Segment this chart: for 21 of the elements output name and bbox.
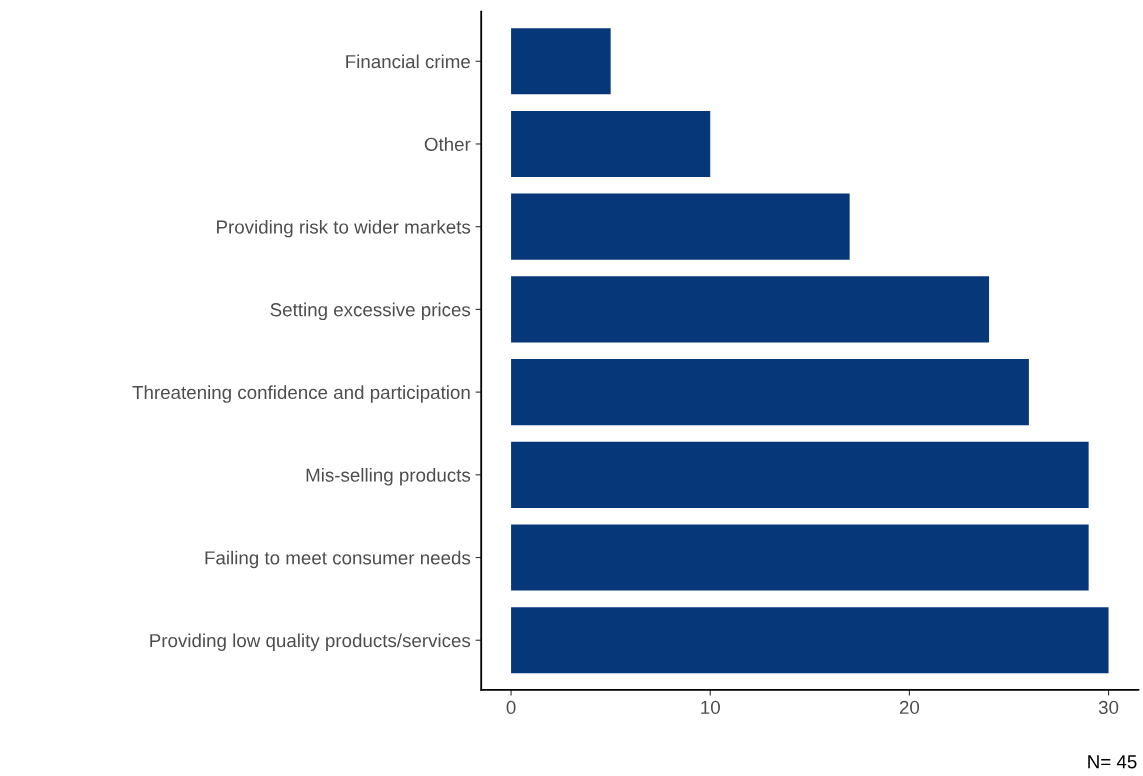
bar [511, 110, 711, 178]
x-tick-label: 10 [701, 700, 720, 715]
bar [511, 28, 611, 95]
text: N= 45 [1088, 755, 1137, 769]
y-tick-label: Financial crime [346, 54, 470, 69]
y-tick-label: Providing low quality products/services [150, 633, 471, 651]
bar [511, 193, 850, 260]
x-tick-label: 30 [1098, 700, 1119, 715]
y-tick-label: Other [424, 137, 471, 151]
x-tick-label: 0 [506, 700, 516, 715]
y-tick-label: Mis-selling products [306, 468, 471, 486]
bar [511, 524, 1089, 591]
bar [511, 441, 1089, 508]
y-tick-label: Failing to meet consumer needs [205, 550, 471, 569]
y-tick-label: Providing risk to wider markets [217, 219, 471, 238]
y-tick-label: Setting excessive prices [270, 302, 471, 321]
bar [511, 276, 990, 343]
x-tick-label: 20 [899, 700, 920, 715]
y-tick-label: Threatening confidence and participation [132, 385, 470, 403]
bar [511, 607, 1109, 674]
bar [511, 359, 1029, 426]
